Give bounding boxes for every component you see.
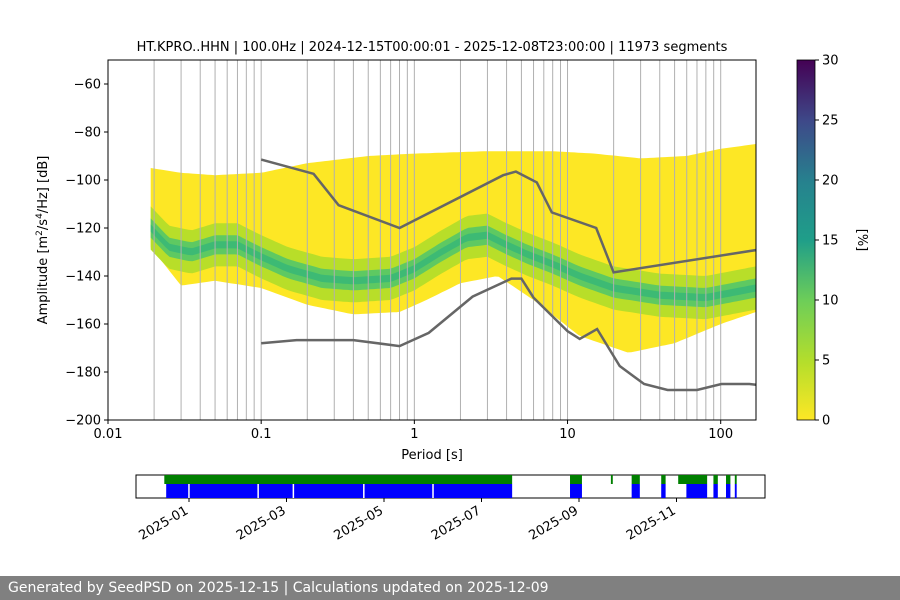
availability-blue-block bbox=[713, 484, 718, 498]
y-tick-label: −80 bbox=[74, 126, 101, 141]
availability-bar: 2025-01 2025-03 2025-05 2025-07 2025-09 2025-… bbox=[135, 474, 766, 544]
nlnm-curve bbox=[261, 277, 756, 392]
colorbar-tick-label: 25 bbox=[822, 114, 839, 129]
plot-frame bbox=[107, 59, 757, 421]
x-axis-label: Period [s] bbox=[401, 448, 463, 463]
y-tick-label: −100 bbox=[65, 174, 101, 189]
colorbar-tick-label: 15 bbox=[822, 234, 839, 249]
availability-blue-block bbox=[726, 484, 731, 498]
colorbar-tick-label: 10 bbox=[822, 294, 839, 309]
x-tick-label: 10 bbox=[559, 427, 576, 442]
x-tick-label: 1 bbox=[410, 427, 418, 442]
availability-green-block bbox=[734, 475, 737, 484]
colorbar bbox=[796, 59, 816, 421]
availability-green-block bbox=[726, 475, 731, 484]
x-tick-label: 0.1 bbox=[251, 427, 272, 442]
colorbar-tick-label: 20 bbox=[822, 174, 839, 189]
availability-green-block bbox=[164, 475, 513, 484]
availability-green-block bbox=[713, 475, 718, 484]
colorbar-tick-label: 5 bbox=[822, 354, 830, 369]
psd-mode-core bbox=[150, 224, 756, 302]
availability-green-block bbox=[610, 475, 613, 484]
x-tick-label: 100 bbox=[708, 427, 733, 442]
y-tick-label: −120 bbox=[65, 222, 101, 237]
footer: Generated by SeedPSD on 2025-12-15 | Cal… bbox=[0, 576, 900, 600]
colorbar-label: [%] bbox=[854, 229, 869, 252]
colorbar-tick-label: 30 bbox=[822, 54, 839, 69]
noise-model-curves bbox=[260, 158, 756, 392]
y-axis-label: Amplitude [m2/s4/Hz] [dB] bbox=[35, 156, 51, 325]
plot-area bbox=[150, 60, 756, 420]
y-tick-label: −200 bbox=[65, 414, 101, 429]
psd-density bbox=[150, 144, 756, 353]
availability-blue-block bbox=[166, 484, 513, 498]
availability-gap bbox=[257, 484, 259, 498]
availability-gap bbox=[363, 484, 365, 498]
x-axis: 0.01 0.1 1 10 100 bbox=[94, 420, 733, 442]
colorbar-axis: 0 5 10 15 20 25 30 bbox=[815, 54, 839, 429]
availability-blue-block bbox=[631, 484, 640, 498]
psd-chart: HT.KPRO..HHN | 100.0Hz | 2024-12-15T00:0… bbox=[35, 40, 869, 544]
y-tick-label: −60 bbox=[74, 78, 101, 93]
availability-green-block bbox=[661, 475, 666, 484]
colorbar-tick-label: 0 bbox=[822, 414, 830, 429]
availability-date-axis: 2025-01 2025-03 2025-05 2025-07 2025-09 2025-… bbox=[136, 498, 679, 544]
grid-lines bbox=[153, 60, 722, 420]
date-tick-label: 2025-05 bbox=[331, 503, 386, 543]
x-tick-label: 0.01 bbox=[94, 427, 123, 442]
availability-green-block bbox=[570, 475, 582, 484]
chart-title: HT.KPRO..HHN | 100.0Hz | 2024-12-15T00:0… bbox=[137, 40, 728, 55]
y-tick-label: −160 bbox=[65, 318, 101, 333]
nhnm-curve bbox=[260, 158, 756, 274]
availability-gap bbox=[188, 484, 190, 498]
date-tick-label: 2025-11 bbox=[624, 503, 679, 543]
availability-gap bbox=[432, 484, 434, 498]
date-tick-label: 2025-07 bbox=[429, 503, 484, 543]
date-tick-label: 2025-09 bbox=[526, 503, 581, 543]
y-tick-label: −180 bbox=[65, 366, 101, 381]
availability-green-block bbox=[631, 475, 640, 484]
availability-blue-block bbox=[570, 484, 582, 498]
availability-blue-block bbox=[661, 484, 666, 498]
availability-blue-block bbox=[686, 484, 708, 498]
y-tick-label: −140 bbox=[65, 270, 101, 285]
footer-text: Generated by SeedPSD on 2025-12-15 | Cal… bbox=[8, 580, 549, 596]
y-axis: −60 −80 −100 −120 −140 −160 −180 −200 bbox=[65, 78, 108, 429]
availability-gap bbox=[292, 484, 295, 498]
availability-blue-block bbox=[734, 484, 737, 498]
date-tick-label: 2025-01 bbox=[136, 503, 191, 543]
date-tick-label: 2025-03 bbox=[234, 503, 289, 543]
availability-blocks bbox=[164, 475, 737, 498]
availability-green-block bbox=[678, 475, 708, 484]
